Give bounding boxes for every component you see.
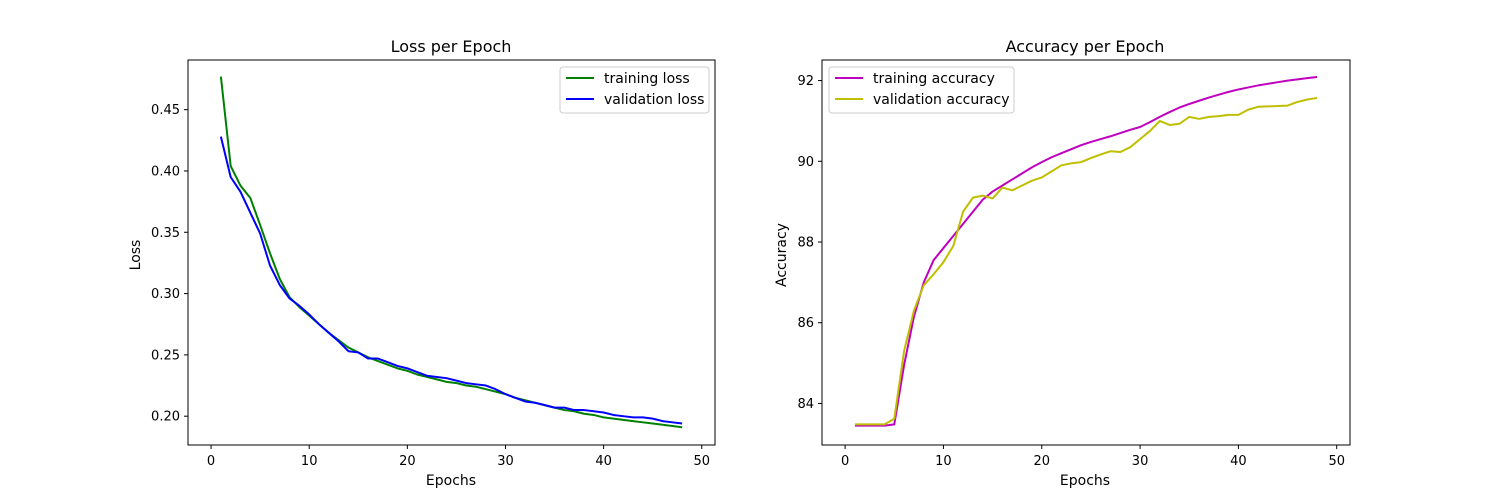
- loss-y-tick-label: 0.20: [151, 410, 180, 425]
- legend-validation-loss-label: validation loss: [604, 92, 704, 108]
- accuracy-x-tick-label: 10: [935, 454, 952, 469]
- legend-training-loss-label: training loss: [604, 71, 690, 87]
- loss-plot-area: 0 10 20 30 40 50 0.20 0.25 0.30 0.35 0.40 0.45: [151, 59, 716, 469]
- loss-x-tick-label: 40: [595, 454, 612, 469]
- accuracy-x-tick-label: 40: [1230, 454, 1247, 469]
- loss-y-axis-label: Loss: [128, 240, 144, 271]
- accuracy-chart: Accuracy per Epoch 0 10 20 30 40 50 84 86 88 90 92…: [774, 37, 1351, 489]
- loss-axes-frame: [187, 59, 716, 446]
- accuracy-axes-frame: [821, 59, 1351, 446]
- accuracy-legend-box: [828, 66, 1015, 114]
- loss-y-tick-label: 0.35: [151, 226, 180, 241]
- series-line-training-loss: [219, 76, 683, 429]
- accuracy-x-tick-label: 30: [1132, 454, 1149, 469]
- accuracy-y-axis-label: Accuracy: [774, 223, 790, 287]
- series-line-validation-loss: [219, 136, 683, 425]
- accuracy-x-tick-label: 0: [841, 454, 849, 469]
- loss-y-tick-label: 0.40: [151, 164, 180, 179]
- accuracy-x-tick-label: 20: [1033, 454, 1050, 469]
- loss-legend-box: [559, 66, 710, 114]
- series-line-validation-accuracy: [854, 96, 1318, 426]
- accuracy-y-tick-label: 84: [797, 397, 814, 412]
- loss-legend: training loss validation loss: [559, 66, 710, 114]
- accuracy-x-axis-label: Epochs: [1060, 473, 1110, 489]
- accuracy-y-tick-label: 88: [797, 236, 814, 251]
- accuracy-y-tick-label: 92: [797, 74, 814, 89]
- legend-training-accuracy-label: training accuracy: [873, 71, 995, 87]
- loss-y-tick-label: 0.25: [151, 348, 180, 363]
- accuracy-legend: training accuracy validation accuracy: [828, 66, 1015, 114]
- legend-validation-accuracy-label: validation accuracy: [873, 92, 1010, 108]
- series-line-training-accuracy: [854, 75, 1318, 427]
- loss-x-axis-label: Epochs: [426, 473, 476, 489]
- loss-chart: Loss per Epoch 0 10 20 30 40 50 0.20 0.25 0.30 0.…: [128, 37, 716, 489]
- loss-x-tick-label: 10: [301, 454, 318, 469]
- loss-x-tick-label: 30: [497, 454, 514, 469]
- loss-chart-title: Loss per Epoch: [391, 37, 512, 56]
- loss-x-tick-label: 20: [399, 454, 416, 469]
- loss-y-tick-label: 0.30: [151, 287, 180, 302]
- loss-x-tick-label: 50: [693, 454, 710, 469]
- accuracy-y-tick-label: 90: [797, 155, 814, 170]
- accuracy-y-tick-label: 86: [797, 316, 814, 331]
- accuracy-x-tick-label: 50: [1328, 454, 1345, 469]
- loss-y-tick-label: 0.45: [151, 103, 180, 118]
- loss-x-tick-label: 0: [207, 454, 215, 469]
- accuracy-plot-area: 0 10 20 30 40 50 84 86 88 90 92: [797, 59, 1351, 469]
- accuracy-chart-title: Accuracy per Epoch: [1006, 37, 1165, 56]
